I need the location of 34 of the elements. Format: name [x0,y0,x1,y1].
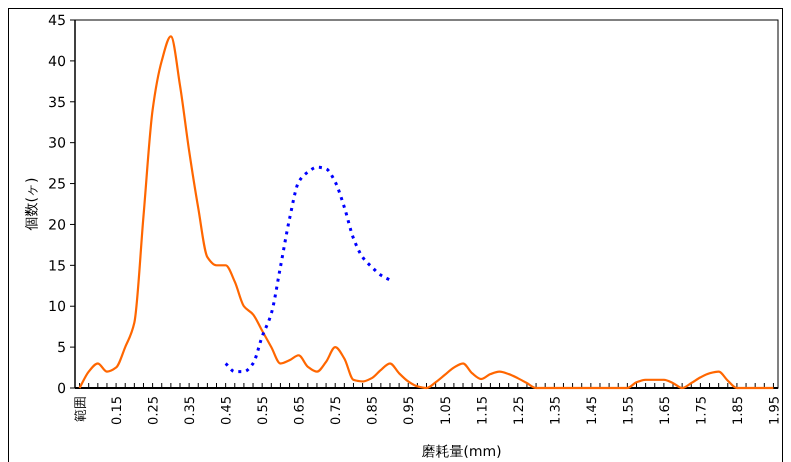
x-tick-label: 0.65 [292,396,308,425]
line-series [78,35,775,390]
x-tick-label: 1.35 [548,396,564,425]
x-tick-label: 1.45 [584,396,600,425]
x-axis-title: 磨耗量(mm) [421,444,502,460]
x-tick-label: 0.75 [329,396,344,425]
y-axis-title: 個数(ヶ) [24,178,40,230]
x-tick-label: 1.95 [767,396,782,425]
y-tick-label: 30 [48,136,66,152]
y-tick-label: 0 [57,381,66,397]
y-tick-label: 35 [48,94,66,111]
y-tick-label: 40 [48,54,66,70]
x-tick-label: 0.25 [146,396,162,425]
y-tick-label: 20 [48,217,66,234]
x-tick-label: 1.85 [730,396,746,425]
x-tick-label: 1.75 [694,396,710,425]
x-tick-label: 0.15 [110,396,126,425]
y-tick-label: 5 [57,340,66,356]
x-tick-label: 範囲 [74,396,89,422]
y-tick-label: 25 [48,176,66,193]
x-tick-label: 1.15 [475,396,490,425]
x-tick-label: 1.05 [438,396,454,425]
x-tick-label: 1.65 [658,396,673,425]
y-tick-label: 15 [48,258,66,274]
x-tick-label: 0.45 [220,396,235,425]
y-tick-label: 10 [48,299,66,316]
x-tick-label: 0.95 [402,396,418,425]
x-tick-label: 0.85 [366,396,381,425]
x-tick-label: 1.25 [512,396,527,425]
x-tick-label: 0.35 [183,396,198,425]
y-tick-label: 45 [48,13,66,29]
x-tick-label: 0.55 [256,396,272,425]
x-tick-label: 1.55 [621,396,636,425]
line-series [224,166,392,374]
